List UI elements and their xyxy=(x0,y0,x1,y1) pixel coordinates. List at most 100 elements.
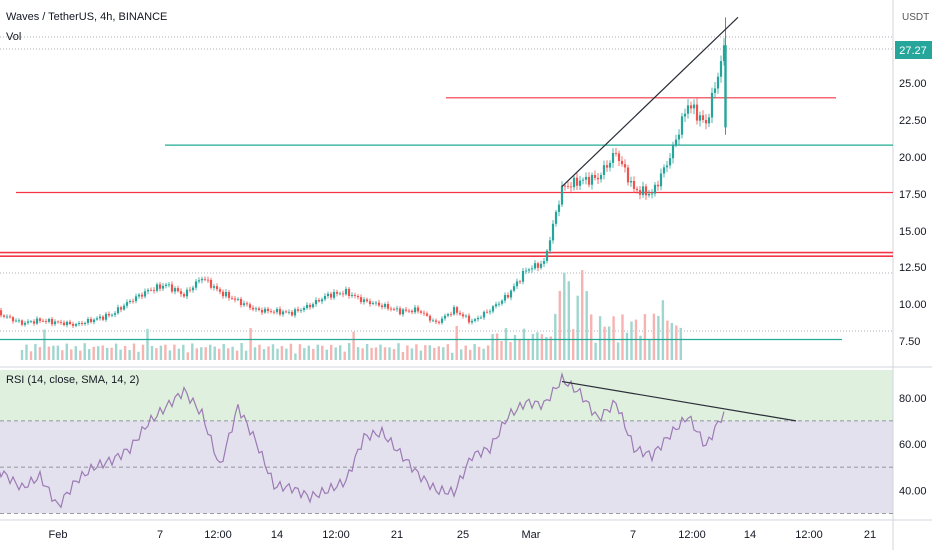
vol-label: Vol xyxy=(6,31,22,43)
candle-body xyxy=(356,296,360,298)
volume-bar xyxy=(88,349,91,360)
candle-body xyxy=(629,181,633,183)
candle-body xyxy=(554,211,558,224)
candle-body xyxy=(674,139,678,145)
volume-bar xyxy=(70,349,73,360)
candle-body xyxy=(2,315,6,317)
candle-body xyxy=(170,284,174,292)
price-pane-bg xyxy=(0,6,893,364)
volume-bar xyxy=(639,335,642,360)
candle-body xyxy=(344,288,348,295)
candle-body xyxy=(536,263,540,268)
volume-bar xyxy=(379,344,382,360)
candle-body xyxy=(35,318,39,324)
candle-body xyxy=(680,116,684,135)
candle-body xyxy=(518,281,522,283)
volume-bar xyxy=(235,350,239,360)
candle-body xyxy=(710,92,714,118)
candle-body xyxy=(71,324,75,326)
volume-bar xyxy=(253,347,257,360)
volume-bar xyxy=(348,343,351,360)
candle-body xyxy=(59,321,63,323)
candle-body xyxy=(266,308,270,311)
volume-bar xyxy=(276,348,279,360)
candle-body xyxy=(587,176,591,185)
candle-body xyxy=(239,299,243,306)
candle-body xyxy=(443,315,447,319)
candle-body xyxy=(617,153,621,161)
candle-body xyxy=(119,307,123,310)
candle-body xyxy=(677,134,681,140)
candle-body xyxy=(209,279,213,288)
volume-bar xyxy=(531,333,535,360)
volume-bar xyxy=(168,350,172,360)
candle-body xyxy=(371,303,375,304)
candle-body xyxy=(512,286,516,291)
candle-body xyxy=(602,165,606,175)
time-axis-tick: Mar xyxy=(522,529,541,541)
candle-body xyxy=(206,279,210,281)
candle-body xyxy=(149,289,153,291)
volume-bar xyxy=(119,349,122,360)
candle-body xyxy=(62,322,66,325)
candle-body xyxy=(482,311,486,318)
candle-body xyxy=(503,295,507,301)
candle-body xyxy=(701,115,705,120)
candle-body xyxy=(68,321,72,324)
candle-body xyxy=(137,294,141,297)
candle-body xyxy=(407,310,411,312)
volume-bar xyxy=(464,345,467,360)
volume-bar xyxy=(352,331,355,360)
volume-bar xyxy=(343,351,346,360)
volume-bar xyxy=(20,350,24,360)
candle-body xyxy=(551,223,555,241)
candle-body xyxy=(215,286,219,290)
volume-bar xyxy=(339,345,342,360)
volume-bar xyxy=(598,316,602,360)
volume-bar xyxy=(47,346,51,360)
candle-body xyxy=(269,311,273,312)
candle-body xyxy=(368,301,372,305)
candle-body xyxy=(341,293,345,295)
volume-bar xyxy=(218,348,221,360)
candle-body xyxy=(155,284,159,291)
candle-body xyxy=(584,176,588,180)
candle-body xyxy=(287,311,291,313)
candle-body xyxy=(179,291,183,294)
volume-bar xyxy=(209,344,212,360)
candle-body xyxy=(521,271,525,282)
candle-body xyxy=(53,321,57,325)
volume-bar xyxy=(509,342,512,360)
candle-body xyxy=(461,314,465,317)
volume-bar xyxy=(79,350,82,360)
volume-bar xyxy=(491,334,494,360)
candle-body xyxy=(326,293,330,296)
candle-body xyxy=(146,289,150,292)
candle-body xyxy=(632,181,636,189)
candle-body xyxy=(167,284,171,286)
candle-body xyxy=(122,305,126,310)
volume-bar xyxy=(65,343,68,360)
volume-bar xyxy=(200,347,203,360)
candle-body xyxy=(533,263,537,269)
candle-body xyxy=(176,288,180,292)
volume-bar xyxy=(630,321,633,360)
candle-body xyxy=(542,261,546,264)
candle-body xyxy=(650,193,654,195)
volume-bar xyxy=(576,295,579,360)
candle-body xyxy=(191,287,195,291)
volume-bar xyxy=(581,270,584,360)
candle-body xyxy=(284,311,288,313)
price-axis-tick: 17.50 xyxy=(899,189,927,201)
candle-body xyxy=(56,321,60,323)
volume-bar xyxy=(262,349,266,360)
candle-body xyxy=(707,117,711,124)
volume-bar xyxy=(469,349,472,360)
candles xyxy=(0,17,727,328)
volume-bar xyxy=(433,347,436,360)
candle-body xyxy=(431,320,435,322)
volume-bar xyxy=(504,328,508,360)
volume-bar xyxy=(437,346,440,360)
